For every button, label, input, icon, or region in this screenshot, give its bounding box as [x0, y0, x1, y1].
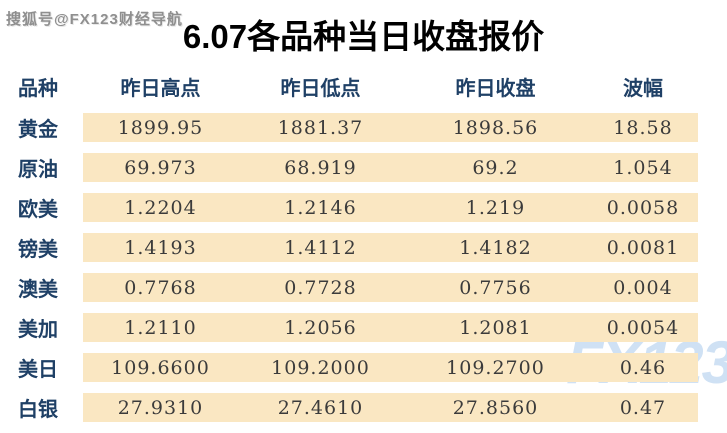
prev-close-value: 1898.56: [452, 116, 539, 139]
prev-close-value: 0.7756: [459, 276, 532, 299]
prev-high-value: 109.6600: [111, 356, 210, 379]
prev-low-value: 68.919: [284, 156, 357, 179]
prev-low-value: 109.2000: [271, 356, 370, 379]
range-value: 18.58: [613, 116, 673, 139]
column-header-instrument: 品种: [18, 78, 58, 100]
prev-close-value: 1.4182: [459, 236, 532, 259]
instrument-label: 美日: [18, 359, 58, 381]
column-header-prev-close: 昨日收盘: [455, 78, 536, 100]
prev-low-value: 27.4610: [277, 396, 364, 419]
page-title: 6.07各品种当日收盘报价: [182, 18, 545, 55]
prev-low-value: 1.2146: [284, 196, 357, 219]
column-header-prev-low: 昨日低点: [280, 78, 361, 100]
prev-high-value: 1.4193: [124, 236, 197, 259]
row-highlight-band: [83, 233, 698, 262]
table-row: 美日 109.6600 109.2000 109.2700 0.46: [0, 353, 727, 382]
prev-low-value: 1.4112: [284, 236, 357, 259]
prev-high-value: 1899.95: [117, 116, 204, 139]
instrument-label: 澳美: [18, 279, 58, 301]
table-row: 澳美 0.7768 0.7728 0.7756 0.004: [0, 273, 727, 302]
row-highlight-band: [83, 193, 698, 222]
prev-low-value: 1881.37: [277, 116, 364, 139]
prev-high-value: 69.973: [124, 156, 197, 179]
table-row: 黄金 1899.95 1881.37 1898.56 18.58: [0, 113, 727, 142]
prev-close-value: 109.2700: [446, 356, 545, 379]
prev-high-value: 1.2204: [124, 196, 197, 219]
table-row: 原油 69.973 68.919 69.2 1.054: [0, 153, 727, 182]
range-value: 0.46: [619, 356, 667, 379]
row-highlight-band: [83, 393, 698, 422]
column-header-prev-high: 昨日高点: [120, 78, 201, 100]
instrument-label: 原油: [18, 159, 58, 181]
instrument-label: 欧美: [18, 199, 58, 221]
row-highlight-band: [83, 113, 698, 142]
range-value: 0.004: [613, 276, 673, 299]
prev-close-value: 69.2: [472, 156, 519, 179]
row-highlight-band: [83, 273, 698, 302]
prev-high-value: 1.2110: [124, 316, 197, 339]
prev-high-value: 27.9310: [117, 396, 204, 419]
row-highlight-band: [83, 153, 698, 182]
prev-low-value: 0.7728: [284, 276, 357, 299]
prev-low-value: 1.2056: [284, 316, 357, 339]
table-body: 黄金 1899.95 1881.37 1898.56 18.58 原油 69.9…: [0, 113, 727, 422]
instrument-label: 白银: [18, 399, 58, 421]
table-row: 白银 27.9310 27.4610 27.8560 0.47: [0, 393, 727, 422]
column-header-range: 波幅: [623, 78, 663, 100]
table-header-row: 品种 昨日高点 昨日低点 昨日收盘 波幅: [0, 70, 727, 103]
table-row: 镑美 1.4193 1.4112 1.4182 0.0081: [0, 233, 727, 262]
instrument-label: 美加: [18, 319, 58, 341]
table-row: 美加 1.2110 1.2056 1.2081 0.0054: [0, 313, 727, 342]
range-value: 0.0054: [606, 316, 680, 339]
row-highlight-band: [83, 353, 698, 382]
sohu-account-watermark: 搜狐号@FX123财经导航: [6, 11, 183, 28]
prev-close-value: 1.2081: [459, 316, 532, 339]
quote-table: 品种 昨日高点 昨日低点 昨日收盘 波幅 黄金 1899.95 1881.37 …: [0, 70, 727, 433]
range-value: 1.054: [613, 156, 673, 179]
table-row: 欧美 1.2204 1.2146 1.219 0.0058: [0, 193, 727, 222]
prev-close-value: 1.219: [465, 196, 526, 219]
range-value: 0.0058: [606, 196, 680, 219]
range-value: 0.47: [619, 396, 667, 419]
prev-close-value: 27.8560: [452, 396, 539, 419]
row-highlight-band: [83, 313, 698, 342]
instrument-label: 镑美: [18, 239, 58, 261]
prev-high-value: 0.7768: [124, 276, 197, 299]
range-value: 0.0081: [606, 236, 680, 259]
instrument-label: 黄金: [18, 119, 58, 141]
